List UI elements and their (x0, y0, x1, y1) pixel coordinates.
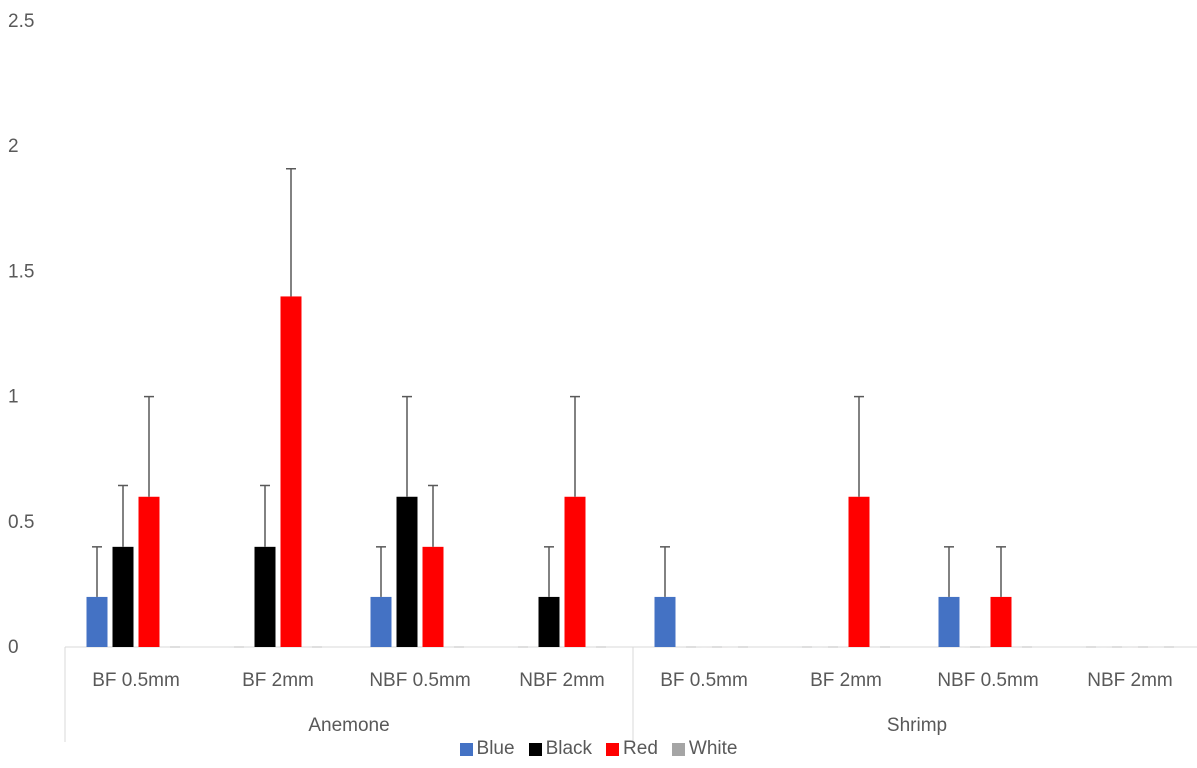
y-tick-label: 2 (8, 136, 19, 157)
legend-swatch (606, 743, 619, 756)
legend-item: Blue (460, 738, 515, 760)
bar-black (255, 547, 276, 647)
group-label: Anemone (308, 715, 389, 736)
y-tick-label: 2.5 (8, 11, 34, 32)
x-tick-label: NBF 2mm (1087, 670, 1173, 691)
legend-item: Black (529, 738, 592, 760)
x-tick-label: NBF 0.5mm (937, 670, 1038, 691)
bar-blue (87, 597, 108, 647)
bar-blue (371, 597, 392, 647)
x-tick-label: BF 2mm (242, 670, 314, 691)
x-tick-label: NBF 2mm (519, 670, 605, 691)
legend-item: White (672, 738, 738, 760)
x-tick-label: BF 0.5mm (660, 670, 748, 691)
bar-blue (939, 597, 960, 647)
bar-black (113, 547, 134, 647)
x-tick-label: NBF 0.5mm (369, 670, 470, 691)
bar-red (139, 497, 160, 647)
legend-label: Blue (477, 738, 515, 760)
y-tick-label: 1 (8, 387, 19, 408)
bar-red (991, 597, 1012, 647)
legend-label: Red (623, 738, 658, 760)
group-label: Shrimp (887, 715, 947, 736)
y-tick-label: 0 (8, 637, 19, 658)
legend-label: White (689, 738, 738, 760)
bar-red (281, 296, 302, 647)
legend-swatch (460, 743, 473, 756)
y-tick-label: 1.5 (8, 261, 34, 282)
legend-label: Black (546, 738, 592, 760)
bar-red (565, 497, 586, 647)
bar-blue (655, 597, 676, 647)
legend-swatch (529, 743, 542, 756)
legend-item: Red (606, 738, 658, 760)
bar-red (423, 547, 444, 647)
legend-swatch (672, 743, 685, 756)
y-tick-label: 0.5 (8, 512, 34, 533)
bar-black (539, 597, 560, 647)
x-tick-label: BF 0.5mm (92, 670, 180, 691)
bar-red (849, 497, 870, 647)
x-tick-label: BF 2mm (810, 670, 882, 691)
legend: Blue Black Red White (0, 738, 1197, 760)
bar-black (397, 497, 418, 647)
